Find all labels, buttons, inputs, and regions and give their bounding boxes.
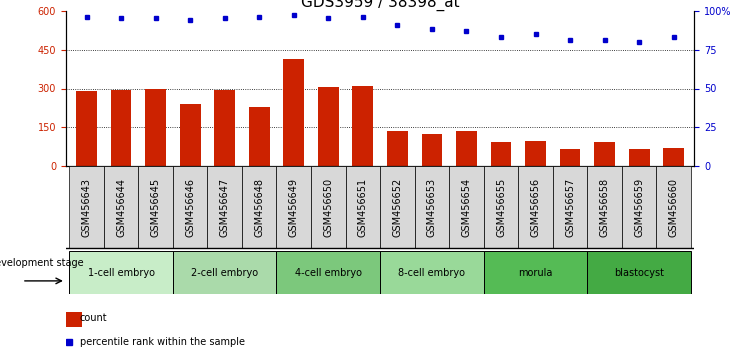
Text: GSM456657: GSM456657	[565, 177, 575, 237]
Bar	[484, 166, 518, 248]
Bar	[414, 166, 450, 248]
Text: blastocyst: blastocyst	[614, 268, 664, 278]
Text: GSM456658: GSM456658	[599, 177, 610, 237]
Bar	[173, 251, 276, 294]
Bar	[380, 251, 484, 294]
Text: GSM456651: GSM456651	[358, 177, 368, 237]
Bar	[380, 166, 414, 248]
Text: GSM456649: GSM456649	[289, 178, 299, 236]
Bar	[588, 166, 622, 248]
Title: GDS3959 / 38398_at: GDS3959 / 38398_at	[301, 0, 459, 11]
Bar	[104, 166, 138, 248]
Bar	[629, 149, 650, 166]
Text: development stage: development stage	[0, 258, 84, 268]
Text: morula: morula	[518, 268, 553, 278]
Text: GSM456659: GSM456659	[635, 177, 644, 237]
Bar	[518, 166, 553, 248]
Bar	[69, 166, 104, 248]
Bar	[622, 166, 656, 248]
Text: GSM456660: GSM456660	[669, 178, 678, 236]
Bar	[311, 166, 346, 248]
Bar	[491, 142, 512, 166]
Bar	[208, 166, 242, 248]
Text: GSM456652: GSM456652	[393, 177, 402, 237]
Text: 2-cell embryo: 2-cell embryo	[191, 268, 258, 278]
Bar	[76, 91, 97, 166]
Bar	[138, 166, 173, 248]
Bar	[525, 141, 546, 166]
Bar	[180, 104, 200, 166]
Bar	[560, 149, 580, 166]
Bar	[663, 148, 684, 166]
Bar	[484, 251, 588, 294]
Text: count: count	[80, 313, 107, 323]
Text: 1-cell embryo: 1-cell embryo	[88, 268, 154, 278]
Bar	[594, 142, 615, 166]
Bar	[318, 87, 338, 166]
Bar	[456, 131, 477, 166]
Bar	[352, 86, 374, 166]
Text: GSM456656: GSM456656	[531, 177, 540, 237]
Bar	[346, 166, 380, 248]
Bar	[110, 90, 132, 166]
Text: GSM456646: GSM456646	[185, 178, 195, 236]
Bar	[656, 166, 691, 248]
Bar	[588, 251, 691, 294]
Text: GSM456650: GSM456650	[323, 177, 333, 237]
Text: GSM456643: GSM456643	[82, 178, 91, 236]
Bar	[387, 131, 408, 166]
Text: GSM456647: GSM456647	[220, 177, 230, 237]
Bar	[214, 90, 235, 166]
Bar	[145, 88, 166, 166]
Bar	[422, 134, 442, 166]
Text: GSM456655: GSM456655	[496, 177, 506, 237]
Text: GSM456653: GSM456653	[427, 177, 437, 237]
Text: GSM456645: GSM456645	[151, 177, 161, 237]
Bar	[66, 312, 81, 327]
Bar	[284, 59, 304, 166]
Text: GSM456654: GSM456654	[461, 177, 471, 237]
Bar	[69, 251, 173, 294]
Text: 8-cell embryo: 8-cell embryo	[398, 268, 466, 278]
Bar	[553, 166, 588, 248]
Bar	[173, 166, 208, 248]
Bar	[450, 166, 484, 248]
Bar	[276, 251, 380, 294]
Text: percentile rank within the sample: percentile rank within the sample	[80, 337, 245, 347]
Bar	[249, 107, 270, 166]
Bar	[242, 166, 276, 248]
Text: GSM456648: GSM456648	[254, 178, 264, 236]
Text: GSM456644: GSM456644	[116, 178, 126, 236]
Bar	[276, 166, 311, 248]
Text: 4-cell embryo: 4-cell embryo	[295, 268, 362, 278]
